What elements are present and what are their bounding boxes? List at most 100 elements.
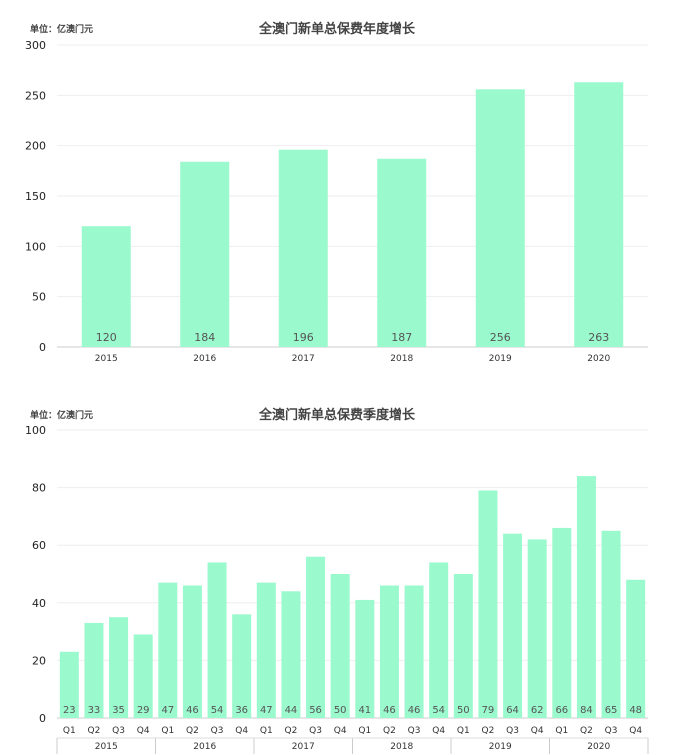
data-label: 66: [555, 705, 568, 716]
bar: [59, 651, 79, 718]
y-tick-label: 50: [32, 291, 46, 304]
x-tick-label: Q1: [63, 726, 76, 736]
x-tick-label: Q4: [531, 726, 544, 736]
x-group-label: 2018: [390, 742, 413, 752]
y-tick-label: 0: [39, 341, 46, 354]
data-label: 184: [194, 331, 215, 344]
annual-chart: 全澳门新单总保费年度增长 单位：亿澳门元 0 50 100 150 200 250 300 1…: [25, 22, 648, 364]
bar: [330, 574, 350, 718]
data-label: 23: [63, 705, 76, 716]
bar: [306, 556, 326, 718]
data-label: 36: [235, 705, 248, 716]
y-tick-label: 80: [32, 482, 46, 495]
annual-chart-title: 全澳门新单总保费年度增长: [258, 22, 415, 37]
data-label: 35: [112, 705, 125, 716]
bar: [377, 158, 427, 347]
data-label: 47: [161, 705, 174, 716]
bar: [503, 533, 523, 718]
data-label: 256: [490, 331, 511, 344]
annual-chart-svg: 0 50 100 150 200 250 300 120 2015 184 2016 196 2017 1…: [25, 39, 648, 364]
x-group-label: 2016: [193, 742, 216, 752]
data-label: 46: [408, 705, 421, 716]
data-label: 54: [211, 705, 224, 716]
bar: [355, 599, 375, 718]
x-tick-label: Q2: [482, 726, 495, 736]
bar: [576, 476, 596, 718]
x-tick-label: Q3: [211, 726, 224, 736]
quarterly-unit-label: 单位：亿澳门元: [30, 411, 94, 421]
bar: [278, 149, 328, 347]
bar: [601, 530, 621, 718]
y-tick-label: 250: [25, 89, 46, 102]
data-label: 79: [482, 705, 495, 716]
y-tick-label: 150: [25, 190, 46, 203]
bar: [574, 82, 624, 347]
x-tick-label: Q2: [88, 726, 101, 736]
bar: [552, 527, 572, 718]
x-tick-label: 2018: [390, 354, 413, 364]
y-tick-label: 100: [25, 240, 46, 253]
x-group-label: 2015: [95, 742, 118, 752]
quarterly-chart: 全澳门新单总保费季度增长 单位：亿澳门元 0 20 40 60 80 100 23 Q1 33 Q…: [0, 385, 674, 755]
bar: [180, 161, 230, 347]
data-label: 47: [260, 705, 273, 716]
data-label: 56: [309, 705, 322, 716]
annual-unit-label: 单位：亿澳门元: [30, 25, 94, 35]
bar: [379, 585, 399, 718]
data-label: 65: [605, 705, 618, 716]
x-tick-label: Q4: [235, 726, 248, 736]
x-tick-label: Q1: [457, 726, 470, 736]
data-label: 48: [629, 705, 642, 716]
data-label: 84: [580, 705, 593, 716]
x-tick-label: Q3: [112, 726, 125, 736]
x-tick-label: Q1: [358, 726, 371, 736]
bar: [81, 226, 131, 347]
x-tick-label: Q1: [260, 726, 273, 736]
bar: [158, 582, 178, 718]
x-tick-label: Q3: [506, 726, 519, 736]
data-label: 33: [88, 705, 101, 716]
x-tick-label: Q3: [408, 726, 421, 736]
x-group-label: 2020: [587, 742, 610, 752]
data-label: 263: [588, 331, 609, 344]
x-group-label: 2019: [489, 742, 512, 752]
bar: [626, 579, 646, 718]
x-tick-label: Q4: [629, 726, 642, 736]
data-label: 62: [531, 705, 544, 716]
y-tick-label: 20: [32, 654, 46, 667]
bar: [232, 614, 252, 718]
x-tick-label: Q4: [432, 726, 445, 736]
y-tick-label: 60: [32, 539, 46, 552]
bar: [527, 539, 547, 718]
bar: [281, 591, 301, 718]
bar: [84, 622, 104, 718]
bar: [475, 89, 525, 347]
x-tick-label: 2020: [587, 354, 610, 364]
data-label: 54: [432, 705, 445, 716]
x-tick-label: Q4: [137, 726, 150, 736]
y-tick-label: 300: [25, 39, 46, 52]
x-tick-label: Q2: [186, 726, 199, 736]
x-tick-label: Q1: [555, 726, 568, 736]
data-label: 41: [358, 705, 371, 716]
bar: [478, 490, 498, 718]
data-label: 187: [391, 331, 412, 344]
data-label: 46: [383, 705, 396, 716]
data-label: 46: [186, 705, 199, 716]
x-tick-label: 2015: [95, 354, 118, 364]
x-tick-label: Q4: [334, 726, 347, 736]
quarterly-chart-svg: 0 20 40 60 80 100 23 Q1 33 Q2 35 Q3 29 Q4 47 Q1 46 Q2 54 Q3…: [25, 424, 649, 754]
bar: [182, 585, 202, 718]
x-tick-label: 2016: [193, 354, 216, 364]
bar: [133, 634, 153, 718]
quarterly-chart-title: 全澳门新单总保费季度增长: [258, 408, 415, 423]
x-tick-label: Q2: [383, 726, 396, 736]
data-label: 196: [293, 331, 314, 344]
y-tick-label: 40: [32, 597, 46, 610]
data-label: 64: [506, 705, 519, 716]
bar: [256, 582, 276, 718]
data-label: 29: [137, 705, 150, 716]
bar: [109, 617, 129, 718]
x-tick-label: Q3: [309, 726, 322, 736]
x-tick-label: 2017: [292, 354, 315, 364]
